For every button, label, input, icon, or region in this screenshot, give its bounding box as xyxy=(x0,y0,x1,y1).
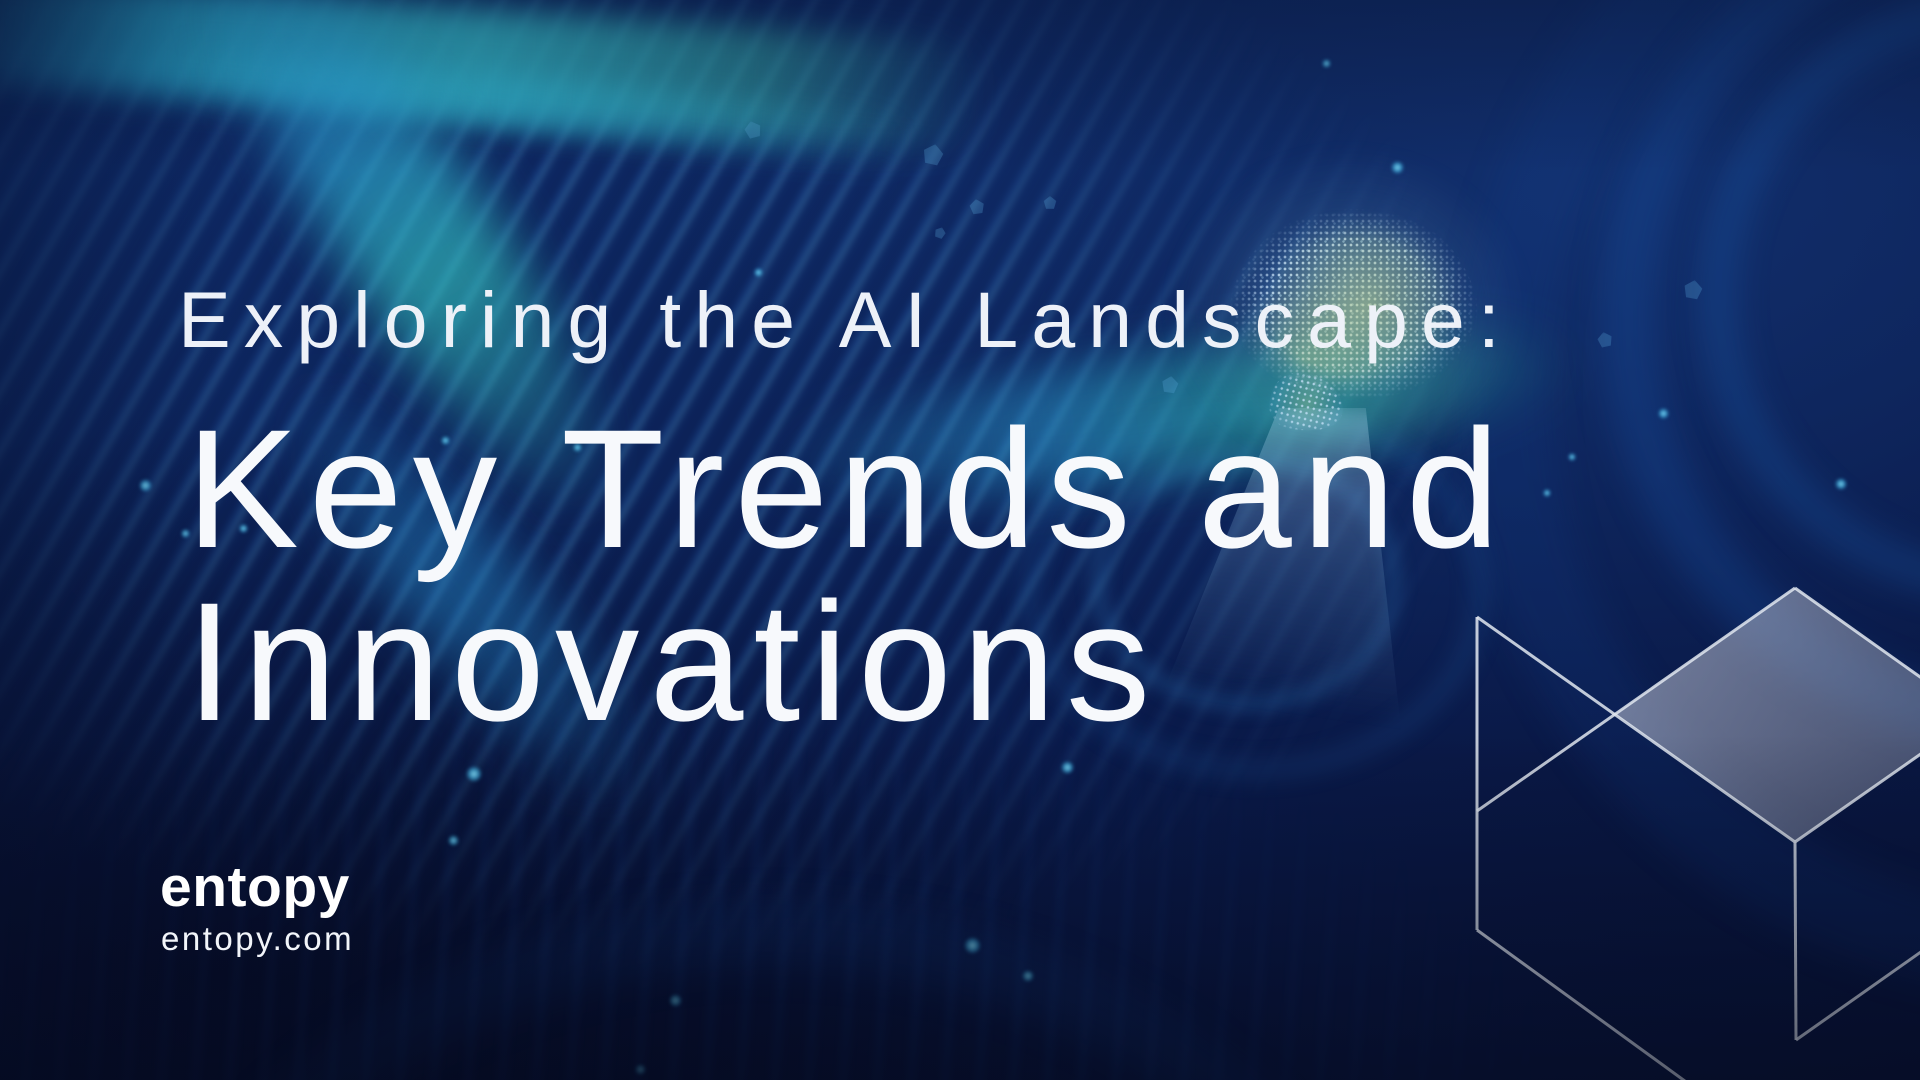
title-line-1: Key Trends and xyxy=(186,394,1510,583)
kicker-text: Exploring the AI Landscape: xyxy=(178,275,1513,364)
page-title: Key Trends and Innovations xyxy=(186,402,1510,748)
title-line-2: Innovations xyxy=(186,567,1161,756)
website-url: entopy.com xyxy=(161,920,355,957)
entopy-logo: entopy xyxy=(160,855,350,919)
